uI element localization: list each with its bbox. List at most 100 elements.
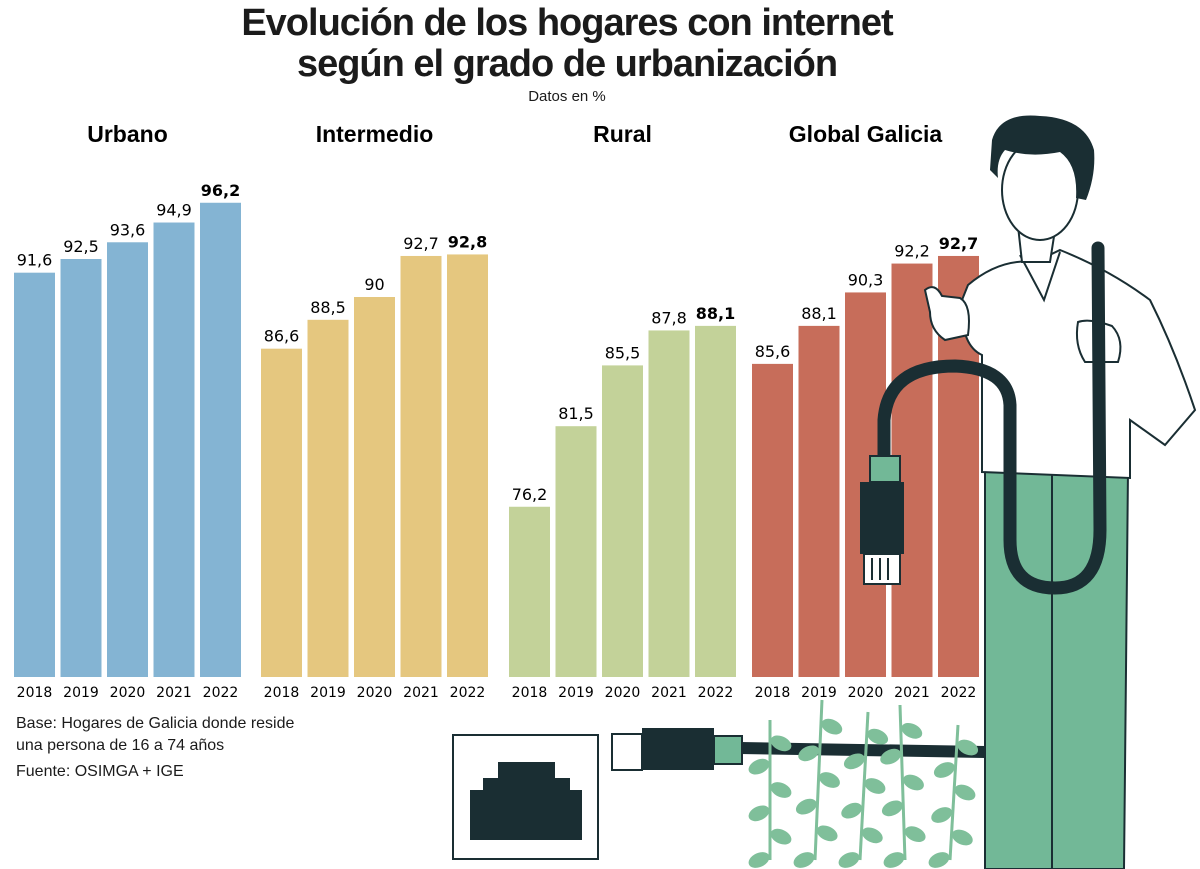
leaf bbox=[748, 852, 770, 868]
leaf bbox=[954, 784, 976, 801]
data-label-intermedio-2022: 92,8 bbox=[448, 232, 487, 251]
leaf bbox=[931, 807, 953, 823]
leaf bbox=[821, 718, 843, 735]
tick-label-urbano-2022: 2022 bbox=[203, 685, 239, 701]
bar-global-2018 bbox=[752, 363, 793, 677]
source-note: Fuente: OSIMGA + IGE bbox=[16, 763, 184, 780]
bar-urbano-2019 bbox=[60, 259, 102, 677]
leaf bbox=[864, 778, 886, 794]
data-label-urbano-2018: 91,6 bbox=[17, 251, 53, 270]
bar-rural-2018 bbox=[509, 506, 550, 677]
bar-rural-2022 bbox=[695, 325, 736, 677]
bar-urbano-2021 bbox=[153, 222, 195, 677]
tick-label-rural-2022: 2022 bbox=[698, 685, 734, 701]
leaf bbox=[901, 722, 923, 739]
tick-label-urbano-2019: 2019 bbox=[63, 685, 99, 701]
data-label-rural-2022: 88,1 bbox=[696, 304, 735, 323]
leaf bbox=[770, 735, 792, 752]
data-label-global-2022: 92,7 bbox=[939, 234, 978, 253]
bar-intermedio-2022 bbox=[447, 254, 488, 677]
data-label-global-2020: 90,3 bbox=[848, 270, 884, 289]
tick-label-rural-2020: 2020 bbox=[605, 685, 641, 701]
data-label-urbano-2021: 94,9 bbox=[156, 201, 192, 220]
bar-global-2019 bbox=[798, 325, 840, 677]
leaf bbox=[795, 798, 817, 815]
data-label-urbano-2020: 93,6 bbox=[110, 220, 146, 239]
base-note-line1: Base: Hogares de Galicia donde reside bbox=[16, 715, 295, 732]
hair-shape bbox=[990, 115, 1095, 200]
leaf-stem bbox=[898, 704, 907, 861]
bar-intermedio-2021 bbox=[400, 255, 442, 677]
man-with-cable-illustration bbox=[452, 115, 1197, 869]
data-label-intermedio-2020: 90 bbox=[364, 275, 384, 294]
data-label-global-2021: 92,2 bbox=[894, 242, 930, 261]
bar-intermedio-2020 bbox=[354, 297, 395, 677]
panel-title-intermedio: Intermedio bbox=[316, 121, 434, 147]
ethernet-socket-icon bbox=[452, 734, 599, 860]
shirt-shape bbox=[960, 248, 1197, 480]
bar-intermedio-2018 bbox=[261, 348, 302, 677]
tick-label-rural-2018: 2018 bbox=[512, 685, 548, 701]
data-label-rural-2019: 81,5 bbox=[558, 404, 594, 423]
data-label-intermedio-2021: 92,7 bbox=[403, 234, 439, 253]
hanging-connector-shape bbox=[860, 455, 904, 585]
data-label-urbano-2019: 92,5 bbox=[63, 237, 99, 256]
tick-label-intermedio-2019: 2019 bbox=[310, 685, 346, 701]
tick-label-global-2022: 2022 bbox=[941, 685, 977, 701]
data-label-global-2018: 85,6 bbox=[755, 342, 791, 361]
leaf bbox=[883, 852, 905, 868]
chart-subtitle: Datos en % bbox=[528, 88, 606, 105]
tick-label-intermedio-2018: 2018 bbox=[264, 685, 300, 701]
leaf-stem bbox=[813, 699, 824, 861]
bar-urbano-2018 bbox=[14, 272, 55, 677]
leaf bbox=[904, 826, 926, 843]
leaf bbox=[816, 825, 838, 842]
leaf bbox=[748, 758, 770, 775]
base-note-line2: una persona de 16 a 74 años bbox=[16, 737, 225, 754]
tick-label-urbano-2021: 2021 bbox=[156, 685, 192, 701]
leaf bbox=[793, 852, 815, 868]
bar-intermedio-2019 bbox=[307, 319, 349, 677]
tick-label-urbano-2020: 2020 bbox=[110, 685, 146, 701]
bar-rural-2019 bbox=[555, 426, 597, 677]
tick-label-rural-2019: 2019 bbox=[558, 685, 594, 701]
cable-shape bbox=[877, 241, 1107, 595]
leaf bbox=[881, 800, 903, 817]
data-label-rural-2018: 76,2 bbox=[512, 485, 548, 504]
leaf bbox=[880, 748, 902, 765]
leaf bbox=[951, 829, 973, 846]
tick-label-intermedio-2020: 2020 bbox=[357, 685, 393, 701]
data-label-rural-2020: 85,5 bbox=[605, 343, 641, 362]
chart-notes: Base: Hogares de Galicia donde reside un… bbox=[16, 713, 294, 783]
bar-urbano-2022 bbox=[200, 202, 241, 677]
data-label-rural-2021: 87,8 bbox=[651, 308, 687, 327]
leaves-decoration bbox=[748, 699, 979, 868]
panel-title-urbano: Urbano bbox=[87, 121, 168, 147]
leaf bbox=[843, 753, 865, 770]
bottom-connector-shape bbox=[611, 728, 986, 771]
leaf bbox=[798, 745, 820, 762]
bar-urbano-2020 bbox=[107, 242, 148, 677]
tick-label-urbano-2018: 2018 bbox=[17, 685, 53, 701]
bar-rural-2020 bbox=[602, 365, 643, 677]
data-label-urbano-2022: 96,2 bbox=[201, 181, 240, 200]
tick-label-global-2021: 2021 bbox=[894, 685, 930, 701]
leaf-stem bbox=[858, 711, 870, 861]
tick-label-global-2019: 2019 bbox=[801, 685, 837, 701]
leaf bbox=[933, 762, 955, 778]
panel-title-rural: Rural bbox=[593, 121, 652, 147]
tick-label-rural-2021: 2021 bbox=[651, 685, 687, 701]
leaf bbox=[841, 802, 863, 819]
leaf bbox=[928, 852, 950, 868]
bar-rural-2021 bbox=[648, 330, 690, 677]
leaf bbox=[867, 728, 889, 745]
tick-label-global-2020: 2020 bbox=[848, 685, 884, 701]
leaf bbox=[770, 782, 792, 798]
leaf bbox=[819, 772, 840, 788]
data-label-intermedio-2018: 86,6 bbox=[264, 327, 300, 346]
leaf bbox=[838, 852, 860, 868]
chart-title-line1: Evolución de los hogares con internet bbox=[241, 2, 893, 44]
leaf bbox=[903, 774, 924, 791]
tick-label-global-2018: 2018 bbox=[755, 685, 791, 701]
